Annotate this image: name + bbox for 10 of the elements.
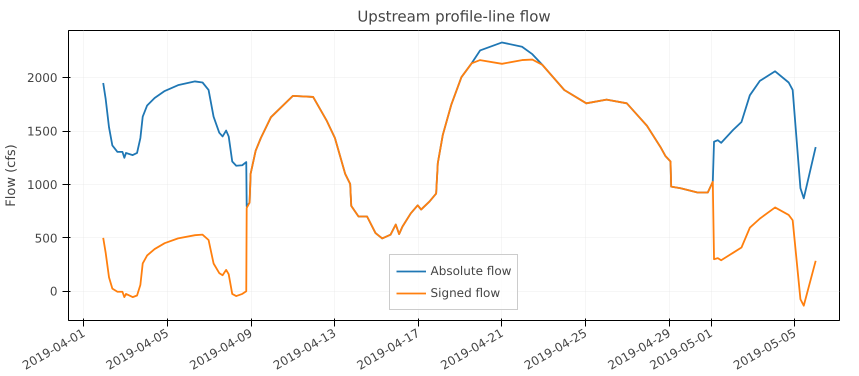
- y-axis-title: Flow (cfs): [4, 144, 19, 207]
- legend-label: Absolute flow: [430, 264, 512, 278]
- y-tick-label: 500: [34, 231, 58, 246]
- y-tick-label: 0: [50, 284, 58, 299]
- chart-title: Upstream profile-line flow: [357, 8, 551, 26]
- y-tick-label: 2000: [26, 71, 58, 86]
- legend-label: Signed flow: [430, 286, 500, 300]
- y-tick-label: 1500: [26, 124, 58, 139]
- line-series: [102, 58, 817, 307]
- y-tick-label: 1000: [26, 178, 58, 192]
